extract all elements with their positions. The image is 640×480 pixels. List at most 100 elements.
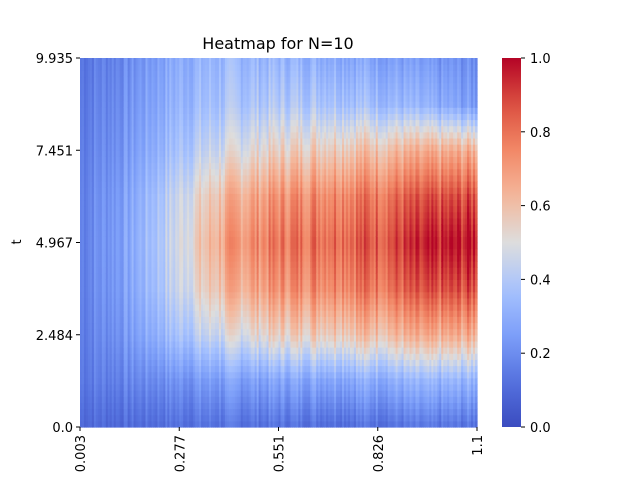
heatmap-cell [238,187,242,194]
heatmap-cell [177,131,180,139]
heatmap-cell [111,359,115,367]
heatmap-cell [230,125,234,133]
heatmap-cell [230,371,234,379]
heatmap-cell [211,248,214,256]
heatmap-cell [107,285,111,293]
heatmap-cell [201,236,204,244]
heatmap-cell [87,248,91,256]
heatmap-cell [111,304,115,311]
heatmap-cell [113,107,117,114]
heatmap-cell [109,58,113,65]
heatmap-cell [234,402,238,410]
heatmap-cell [234,359,238,367]
heatmap-cell [199,408,202,416]
heatmap-cell [81,137,85,145]
heatmap-cell [185,187,188,194]
heatmap-cell [147,162,151,170]
heatmap-cell [121,107,125,114]
heatmap-cell [189,396,192,403]
heatmap-cell [157,113,160,121]
heatmap-cell [113,58,117,65]
heatmap-cell [143,119,147,127]
heatmap-cell [83,224,87,231]
heatmap-cell [87,58,91,65]
heatmap-cell [135,70,139,78]
heatmap-cell [83,402,87,410]
heatmap-cell [147,390,151,397]
heatmap-cell [121,144,125,151]
heatmap-cell [127,82,131,90]
heatmap-cell [101,390,105,397]
heatmap-cell [228,414,232,422]
heatmap-cell [101,248,105,256]
heatmap-cell [103,58,107,65]
heatmap-cell [137,76,141,84]
heatmap-cell [213,150,216,157]
heatmap-cell [209,187,212,194]
heatmap-cell [141,408,145,416]
heatmap-cell [207,328,210,336]
heatmap-cell [207,285,210,293]
heatmap-cell [137,199,141,207]
heatmap-cell [129,70,133,78]
heatmap-cell [141,254,145,262]
heatmap-cell [115,304,119,311]
heatmap-cell [111,156,115,164]
heatmap-cell [131,199,135,207]
heatmap-cell [211,150,214,157]
heatmap-cell [236,347,240,354]
heatmap-cell [99,230,103,237]
heatmap-cell [103,279,107,287]
heatmap-cell [242,242,246,250]
heatmap-cell [107,402,111,410]
heatmap-cell [151,70,155,78]
heatmap-cell [117,119,121,127]
heatmap-cell [157,193,160,201]
heatmap-cell [121,279,125,287]
heatmap-cell [222,174,226,182]
heatmap-cell [111,224,115,231]
heatmap-cell [211,205,214,213]
heatmap-cell [117,156,121,164]
heatmap-cell [220,316,224,324]
heatmap-cell [155,94,159,102]
heatmap-cell [181,267,184,274]
heatmap-cell [161,76,164,84]
heatmap-cell [211,181,214,188]
heatmap-cell [185,267,188,274]
heatmap-cell [89,248,93,256]
heatmap-cell [209,88,212,96]
heatmap-cell [171,125,174,133]
heatmap-cell [135,347,139,354]
heatmap-cell [240,156,244,164]
heatmap-cell [222,131,226,139]
heatmap-cell [99,162,103,170]
heatmap-cell [125,383,129,391]
heatmap-cell [209,248,212,256]
heatmap-cell [205,365,208,373]
heatmap-cell [199,113,202,121]
heatmap-cell [87,297,91,305]
heatmap-cell [107,70,111,78]
heatmap-cell [199,150,202,157]
heatmap-cell [187,291,190,299]
heatmap-cell [201,402,204,410]
heatmap-cell [125,162,129,170]
heatmap-cell [177,408,180,416]
heatmap-cell [228,322,232,330]
heatmap-cell [103,347,107,354]
heatmap-cell [159,150,162,157]
heatmap-cell [135,242,139,250]
heatmap-cell [133,131,137,139]
heatmap-cell [236,156,240,164]
heatmap-cell [232,70,236,78]
heatmap-cell [195,217,198,225]
heatmap-cell [137,408,141,416]
heatmap-cell [143,316,147,324]
heatmap-cell [236,94,240,102]
heatmap-cell [205,267,208,274]
heatmap-cell [171,168,174,176]
heatmap-cell [80,94,83,102]
heatmap-cell [155,273,159,280]
heatmap-cell [107,260,111,268]
